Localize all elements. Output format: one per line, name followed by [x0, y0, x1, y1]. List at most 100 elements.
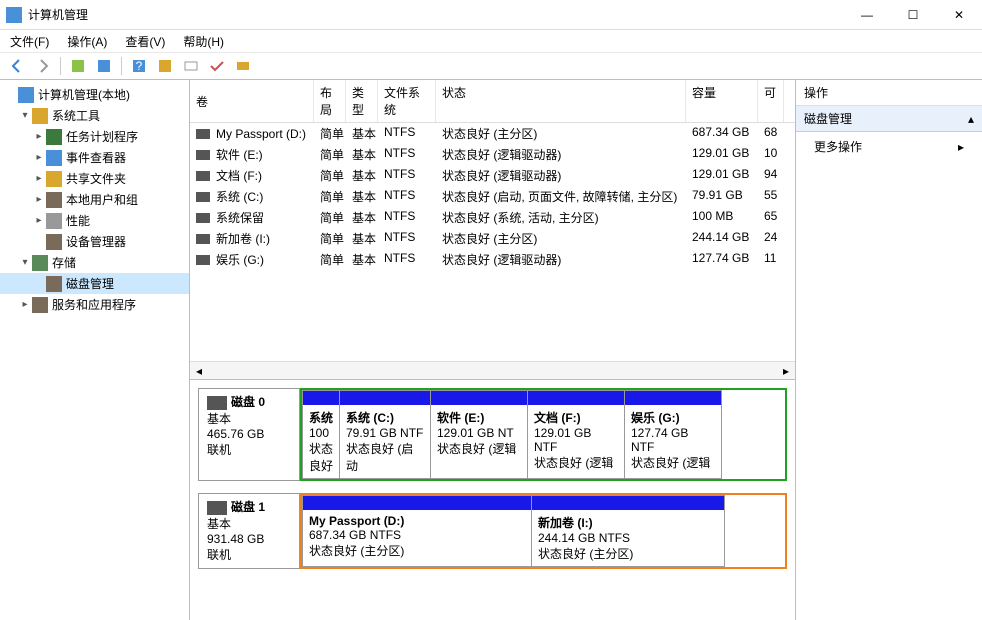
column-header[interactable]: 布局 [314, 80, 346, 122]
tree-expand-icon[interactable]: ▸ [32, 172, 46, 186]
tree-node-storage[interactable]: ▾ 存储 [0, 252, 189, 273]
partition-size: 100 [309, 426, 333, 440]
storage-icon [32, 255, 48, 271]
volume-row[interactable]: 文档 (F:)简单基本NTFS状态良好 (逻辑驱动器)129.01 GB94 [190, 165, 795, 186]
partition-body: My Passport (D:)687.34 GB NTFS状态良好 (主分区) [303, 510, 531, 566]
shared-folders-icon [46, 171, 62, 187]
volume-row[interactable]: 系统 (C:)简单基本NTFS状态良好 (启动, 页面文件, 故障转储, 主分区… [190, 186, 795, 207]
tree-node-shared-folders[interactable]: ▸ 共享文件夹 [0, 168, 189, 189]
volume-cell: NTFS [378, 123, 436, 144]
forward-button[interactable] [32, 55, 54, 77]
partition[interactable]: 软件 (E:)129.01 GB NT状态良好 (逻辑 [430, 390, 528, 479]
tree-node-services[interactable]: ▸服务和应用程序 [0, 294, 189, 315]
volume-cell: 状态良好 (启动, 页面文件, 故障转储, 主分区) [436, 186, 686, 207]
tb-icon-5[interactable] [206, 55, 228, 77]
separator [121, 57, 122, 75]
tree-node-label: 存储 [52, 254, 76, 271]
actions-group-label: 磁盘管理 [804, 110, 852, 127]
tree-node-performance[interactable]: ▸性能 [0, 210, 189, 231]
column-header[interactable]: 类型 [346, 80, 378, 122]
menu-item[interactable]: 帮助(H) [181, 31, 226, 52]
more-actions-item[interactable]: 更多操作 ▸ [796, 132, 982, 161]
column-header[interactable]: 卷 [190, 80, 314, 122]
volume-cell: 79.91 GB [686, 186, 758, 207]
partition-status: 状态良好 [309, 440, 333, 474]
column-header[interactable]: 可 [758, 80, 784, 122]
partition[interactable]: 新加卷 (I:)244.14 GB NTFS状态良好 (主分区) [531, 495, 725, 567]
tb-icon-6[interactable] [232, 55, 254, 77]
actions-group-disk-mgmt[interactable]: 磁盘管理 ▴ [796, 106, 982, 132]
scroll-right-icon[interactable]: ▸ [777, 363, 795, 379]
tree-node-label: 共享文件夹 [66, 170, 126, 187]
maximize-button[interactable]: ☐ [890, 0, 936, 30]
tree-expand-icon[interactable]: ▸ [32, 130, 46, 144]
tree-expand-icon[interactable]: ▸ [32, 151, 46, 165]
menu-item[interactable]: 文件(F) [8, 31, 51, 52]
scroll-left-icon[interactable]: ◂ [190, 363, 208, 379]
volume-row[interactable]: 娱乐 (G:)简单基本NTFS状态良好 (逻辑驱动器)127.74 GB11 [190, 249, 795, 270]
performance-icon [46, 213, 62, 229]
tree-expand-icon[interactable]: ▸ [32, 193, 46, 207]
partition[interactable]: 娱乐 (G:)127.74 GB NTF状态良好 (逻辑 [624, 390, 722, 479]
tree-expand-icon [32, 235, 46, 249]
volume-row[interactable]: My Passport (D:)简单基本NTFS状态良好 (主分区)687.34… [190, 123, 795, 144]
partition-status: 状态良好 (逻辑 [437, 440, 521, 457]
tree-node-system-tools[interactable]: ▾系统工具 [0, 105, 189, 126]
tree-node-computer[interactable]: 计算机管理(本地) [0, 84, 189, 105]
volume-row[interactable]: 新加卷 (I:)简单基本NTFS状态良好 (主分区)244.14 GB24 [190, 228, 795, 249]
tb-icon-2[interactable] [93, 55, 115, 77]
partition-size: 127.74 GB NTF [631, 426, 715, 454]
tree-node-task-scheduler[interactable]: ▸任务计划程序 [0, 126, 189, 147]
partition-name: 新加卷 (I:) [538, 514, 718, 531]
volume-cell: 55 [758, 186, 784, 207]
disk-name: 磁盘 0 [231, 395, 265, 409]
column-header[interactable]: 状态 [436, 80, 686, 122]
volume-row[interactable]: 系统保留简单基本NTFS状态良好 (系统, 活动, 主分区)100 MB65 [190, 207, 795, 228]
volume-cell: 简单 [314, 228, 346, 249]
tree-node-label: 本地用户和组 [66, 191, 138, 208]
tb-icon-4[interactable] [180, 55, 202, 77]
tree-node-event-viewer[interactable]: ▸事件查看器 [0, 147, 189, 168]
volume-cell: 244.14 GB [686, 228, 758, 249]
tree-expand-icon[interactable]: ▸ [32, 214, 46, 228]
disk-info[interactable]: 磁盘 1基本931.48 GB联机 [198, 493, 300, 569]
partition-body: 娱乐 (G:)127.74 GB NTF状态良好 (逻辑 [625, 405, 721, 478]
volume-cell: 基本 [346, 165, 378, 186]
menu-item[interactable]: 查看(V) [123, 31, 167, 52]
volume-row[interactable]: 软件 (E:)简单基本NTFS状态良好 (逻辑驱动器)129.01 GB10 [190, 144, 795, 165]
tree-node-device-manager[interactable]: 设备管理器 [0, 231, 189, 252]
device-manager-icon [46, 234, 62, 250]
volume-cell: 24 [758, 228, 784, 249]
close-button[interactable]: ✕ [936, 0, 982, 30]
back-button[interactable] [6, 55, 28, 77]
tree-node-local-users[interactable]: ▸ 本地用户和组 [0, 189, 189, 210]
computer-icon [18, 87, 34, 103]
tree-expand-icon[interactable]: ▸ [18, 298, 32, 312]
svg-text:?: ? [136, 59, 143, 73]
tb-icon-3[interactable] [154, 55, 176, 77]
tree-expand-icon[interactable]: ▾ [18, 109, 32, 123]
volume-icon [196, 213, 210, 223]
volume-cell: 10 [758, 144, 784, 165]
partition-name: 系统 (C:) [346, 409, 424, 426]
partition[interactable]: 系统 (C:)79.91 GB NTF状态良好 (启动 [339, 390, 431, 479]
tree-node-label: 磁盘管理 [66, 275, 114, 292]
actions-pane: 操作 磁盘管理 ▴ 更多操作 ▸ [796, 80, 982, 620]
menu-item[interactable]: 操作(A) [65, 31, 109, 52]
volume-cell: 简单 [314, 144, 346, 165]
help-icon[interactable]: ? [128, 55, 150, 77]
volume-cell: 系统保留 [190, 207, 314, 228]
horizontal-scrollbar[interactable]: ◂ ▸ [190, 361, 795, 379]
partition[interactable]: 文档 (F:)129.01 GB NTF状态良好 (逻辑 [527, 390, 625, 479]
tb-icon-1[interactable] [67, 55, 89, 77]
column-header[interactable]: 文件系统 [378, 80, 436, 122]
tree-node-label: 计算机管理(本地) [38, 86, 130, 103]
disk-info[interactable]: 磁盘 0基本465.76 GB联机 [198, 388, 300, 481]
minimize-button[interactable]: — [844, 0, 890, 30]
column-header[interactable]: 容量 [686, 80, 758, 122]
tree-node-disk-mgmt[interactable]: 磁盘管理 [0, 273, 189, 294]
volume-cell: 状态良好 (主分区) [436, 123, 686, 144]
partition[interactable]: My Passport (D:)687.34 GB NTFS状态良好 (主分区) [302, 495, 532, 567]
tree-expand-icon[interactable]: ▾ [18, 256, 32, 270]
partition[interactable]: 系统100状态良好 [302, 390, 340, 479]
